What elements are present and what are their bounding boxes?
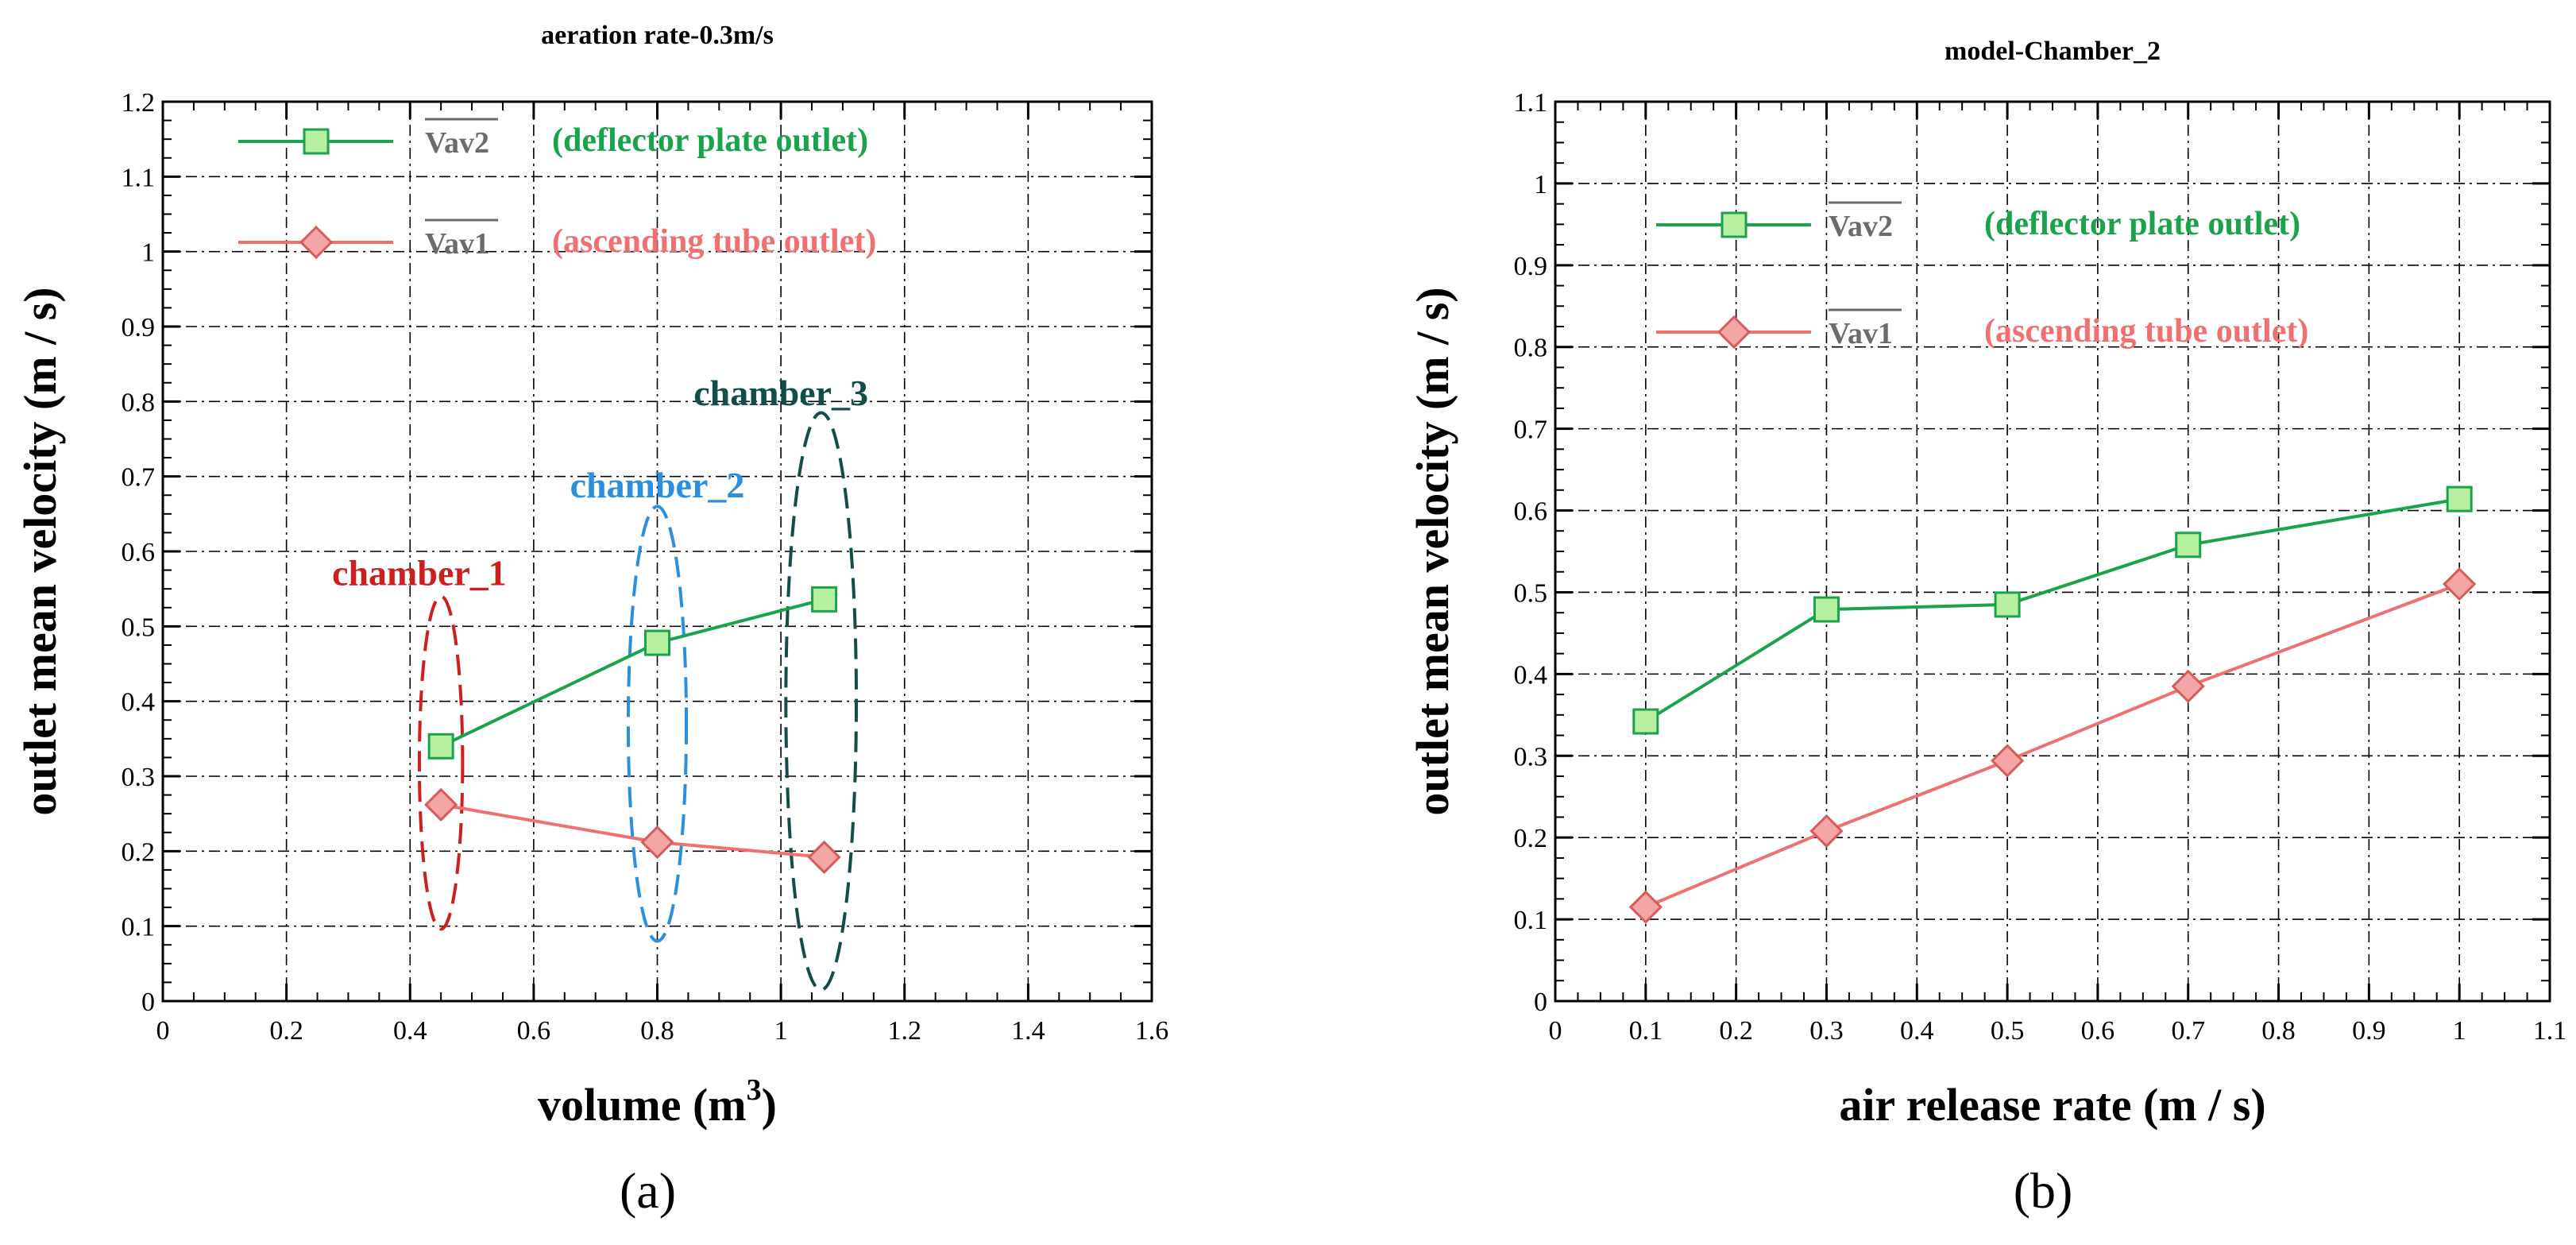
data-point-vav1 — [1809, 814, 1844, 849]
y-tick-label: 0.9 — [1514, 252, 1548, 281]
x-axis-label-main: air release rate (m / s) — [1839, 1079, 2265, 1131]
x-tick-label: 0.7 — [2171, 1016, 2205, 1046]
y-tick-label: 0.8 — [122, 388, 156, 417]
x-tick-label: 0.3 — [1809, 1016, 1844, 1046]
y-tick-label: 0.1 — [1514, 906, 1548, 935]
legend-marker — [299, 225, 334, 260]
x-tick-label: 1.1 — [2533, 1016, 2567, 1046]
x-tick-label: 0.8 — [640, 1016, 674, 1046]
x-axis-label: volume (m3) — [538, 1073, 777, 1131]
data-point-vav2 — [1994, 591, 2021, 618]
y-tick-label: 0.4 — [122, 688, 156, 717]
series-line-vav2 — [1644, 497, 2460, 723]
x-tick-label: 0.1 — [1629, 1016, 1663, 1046]
y-tick-label: 1.2 — [122, 88, 156, 118]
data-point-vav2 — [2446, 485, 2473, 512]
x-tick-label: 0.6 — [2081, 1016, 2115, 1046]
legend-symbol: Vav1 — [1829, 317, 1893, 350]
y-tick-label: 0.3 — [122, 763, 156, 792]
y-tick-label: 0.6 — [1514, 497, 1548, 527]
annotation-label: chamber_3 — [693, 373, 868, 413]
x-tick-label: 0.2 — [1719, 1016, 1753, 1046]
legend-symbol: Vav2 — [425, 126, 489, 160]
legend-label: (deflector plate outlet) — [1984, 206, 2300, 242]
x-tick-label: 1 — [2453, 1016, 2466, 1046]
legend-marker — [303, 128, 330, 155]
x-tick-label: 0 — [156, 1016, 170, 1046]
legend-label: (ascending tube outlet) — [1984, 313, 2308, 350]
y-tick-label: 1 — [141, 238, 155, 268]
annotation-ellipse — [784, 411, 859, 992]
y-tick-label: 0.7 — [1514, 416, 1548, 445]
annotation-label: chamber_2 — [570, 465, 745, 505]
x-axis-label-main: volume (m — [538, 1079, 747, 1131]
y-tick-label: 1.1 — [122, 163, 156, 192]
legend-label: (ascending tube outlet) — [552, 223, 876, 260]
y-tick-label: 0 — [1534, 988, 1547, 1017]
data-point-vav2 — [1632, 708, 1659, 735]
data-point-vav1 — [1990, 744, 2025, 778]
annotation-ellipse — [417, 594, 465, 931]
y-tick-label: 0.2 — [1514, 824, 1548, 853]
y-tick-label: 0.6 — [122, 538, 156, 567]
x-tick-label: 0.5 — [1991, 1016, 2025, 1046]
y-tick-label: 0.9 — [122, 313, 156, 342]
chart-b: 0 0.1 0.2 0.3 0.4 0.5 0.6 0.7 0.8 0.9 1 1.1 0 0.1 0.2 0… — [1407, 37, 2566, 1219]
data-point-vav2 — [644, 629, 670, 656]
y-tick-label: 1.1 — [1514, 88, 1548, 118]
annotation-label: chamber_1 — [332, 552, 507, 593]
x-tick-label: 1.2 — [888, 1016, 922, 1046]
annotation-ellipse — [626, 505, 689, 943]
chart-title: model-Chamber_2 — [1945, 37, 2161, 66]
y-tick-label: 1 — [1534, 170, 1547, 199]
data-point-vav1 — [640, 825, 674, 860]
x-tick-label: 0.2 — [269, 1016, 303, 1046]
y-tick-label: 0.2 — [122, 837, 156, 867]
y-tick-label: 0.5 — [1514, 578, 1548, 608]
chart-a: 0 0.2 0.4 0.6 0.8 1 1.2 1.4 1.6 0 0.1 0.2 0.3 0.4 0.5 0… — [14, 21, 1168, 1219]
y-tick-label: 0.7 — [122, 463, 156, 493]
legend-marker — [1721, 211, 1748, 238]
x-tick-label: 0.9 — [2352, 1016, 2386, 1046]
x-axis-label-superscript: 3 — [747, 1073, 762, 1107]
x-tick-label: 0.4 — [393, 1016, 427, 1046]
y-tick-label: 0.1 — [122, 913, 156, 942]
x-axis-label: air release rate (m / s) — [1839, 1079, 2265, 1131]
data-point-vav1 — [2443, 567, 2477, 601]
y-axis-label: outlet mean velocity (m / s) — [14, 287, 66, 815]
legend-symbol: Vav2 — [1829, 210, 1893, 243]
x-tick-label: 0 — [1549, 1016, 1562, 1046]
x-tick-label: 0.4 — [1900, 1016, 1934, 1046]
data-point-vav1 — [1628, 890, 1663, 924]
x-axis-label-end: ) — [762, 1079, 777, 1131]
y-tick-label: 0.3 — [1514, 742, 1548, 771]
legend-marker — [1717, 315, 1751, 350]
y-tick-label: 0.5 — [122, 613, 156, 642]
chart-title: aeration rate-0.3m/s — [541, 21, 774, 50]
data-point-vav2 — [2175, 532, 2202, 559]
panel-label: (b) — [2014, 1162, 2073, 1219]
series-line-vav1 — [1645, 582, 2460, 909]
data-point-vav1 — [2171, 669, 2205, 703]
data-point-vav2 — [811, 586, 838, 613]
y-tick-label: 0.4 — [1514, 660, 1548, 690]
data-point-vav1 — [807, 840, 841, 875]
y-tick-label: 0 — [141, 988, 155, 1017]
data-point-vav2 — [1813, 596, 1840, 623]
y-tick-label: 0.8 — [1514, 334, 1548, 363]
legend-symbol: Vav1 — [425, 227, 489, 261]
data-point-vav2 — [427, 733, 454, 760]
y-axis-label: outlet mean velocity (m / s) — [1407, 287, 1458, 815]
x-tick-label: 0.8 — [2261, 1016, 2296, 1046]
panel-label: (a) — [620, 1162, 676, 1219]
data-point-vav1 — [424, 787, 458, 822]
x-tick-label: 1.4 — [1011, 1016, 1045, 1046]
x-tick-label: 1.6 — [1135, 1016, 1169, 1046]
x-tick-label: 0.6 — [517, 1016, 551, 1046]
x-tick-label: 1 — [774, 1016, 788, 1046]
legend-label: (deflector plate outlet) — [552, 122, 868, 159]
